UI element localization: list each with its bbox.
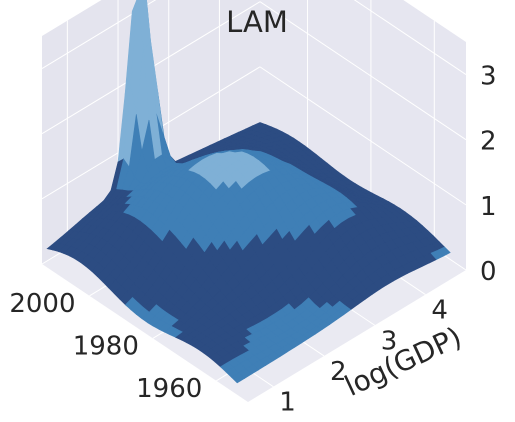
x-tick-label: 1960 <box>136 374 202 404</box>
z-tick-label: 0 <box>480 257 497 287</box>
surface-mesh <box>46 0 451 384</box>
tick-labels: 1960 1980 2000 1 2 3 4 0 1 2 3 <box>9 62 496 418</box>
chart-title: LAM <box>226 5 288 39</box>
x-tick-label: 2000 <box>9 289 75 319</box>
x-tick-label: 1980 <box>73 331 139 361</box>
wall-gridline-z-right <box>259 66 467 206</box>
z-tick-label: 3 <box>480 62 497 92</box>
back-right-pane <box>260 0 466 270</box>
wall-gridline-z-right <box>259 1 467 141</box>
surface-patch <box>231 372 245 384</box>
y-tick-label: 4 <box>431 296 448 326</box>
wall-gridline-z-left <box>41 0 157 69</box>
y-tick-label: 3 <box>381 326 398 356</box>
wall-gridline-z-right <box>353 0 467 75</box>
z-tick-label: 2 <box>480 127 497 157</box>
y-tick-label: 2 <box>330 357 347 387</box>
y-tick-label: 1 <box>279 388 296 418</box>
z-tick-label: 1 <box>480 192 497 222</box>
